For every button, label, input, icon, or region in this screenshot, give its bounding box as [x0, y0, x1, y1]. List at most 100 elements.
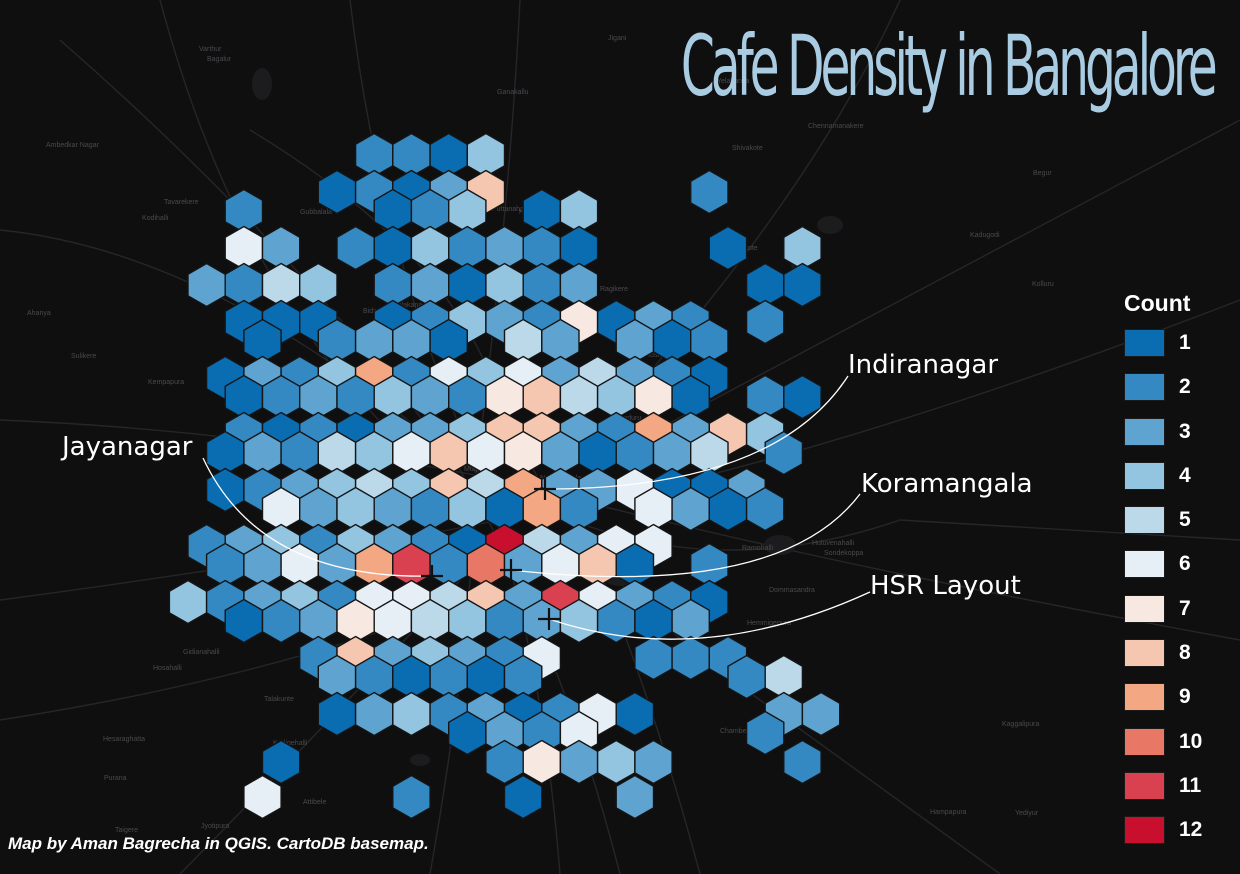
label-indiranagar: Indiranagar: [848, 350, 998, 380]
hex-cell: [392, 774, 431, 820]
basemap-place-label: Hampapura: [930, 809, 967, 816]
hex-cell: [690, 169, 729, 215]
hex-cell: [783, 374, 822, 420]
basemap-place-label: Ahanya: [27, 310, 51, 317]
hex-cell: [708, 225, 748, 271]
basemap-place-label: Kodihalli: [142, 215, 169, 222]
basemap-place-label: Kolluru: [1032, 281, 1054, 288]
leader-koramangala: [510, 493, 861, 578]
legend-swatch: [1124, 506, 1165, 535]
legend-swatch: [1124, 461, 1165, 490]
legend: Count 1 2 3 4 5 6 7 8 9 10 11 12: [1124, 290, 1234, 861]
basemap-place-label: Kodigehalli: [273, 740, 308, 747]
basemap-place-label: Shivakote: [732, 145, 763, 152]
basemap-place-label: Sulikere: [71, 353, 96, 360]
map-title: Cafe Density in Bangalore: [681, 17, 1218, 115]
legend-swatch: [1124, 417, 1165, 446]
basemap-place-label: Bagalur: [207, 56, 232, 63]
legend-item: 10: [1124, 727, 1234, 772]
legend-label: 5: [1179, 508, 1191, 532]
hex-cell: [783, 262, 822, 308]
basemap-place-label: Ragikere: [600, 286, 628, 293]
basemap-place-label: Chambenahalli: [720, 728, 767, 735]
legend-item: 11: [1124, 771, 1234, 816]
label-hsr: HSR Layout: [870, 571, 1021, 601]
legend-label: 7: [1179, 596, 1191, 620]
basemap-place-label: Purana: [104, 775, 127, 782]
basemap-place-label: Hemmigepura: [747, 620, 791, 627]
legend-label: 3: [1179, 419, 1191, 443]
legend-swatch: [1124, 550, 1165, 579]
hex-cell: [261, 739, 301, 785]
basemap-lakes: [252, 68, 843, 766]
basemap-place-label: Begur: [1033, 170, 1052, 177]
hex-cell: [503, 774, 543, 820]
basemap-place-label: Dommasandra: [769, 587, 815, 594]
marker-koramangala: [500, 559, 522, 581]
legend-label: 11: [1179, 773, 1202, 797]
basemap-place-label: Taigere: [115, 827, 138, 834]
basemap-place-label: Varthur: [199, 46, 222, 53]
basemap-place-label: Gubbalala: [300, 209, 332, 216]
legend-label: 10: [1179, 729, 1203, 753]
basemap-place-label: Attibele: [303, 799, 326, 806]
hex-cell: [615, 691, 655, 737]
legend-item: 1: [1124, 329, 1234, 373]
legend-label: 9: [1179, 685, 1191, 709]
legend-item: 7: [1124, 594, 1234, 639]
basemap-place-label: Ramohalli: [742, 545, 774, 552]
hex-cell: [745, 299, 785, 345]
leader-hsr: [548, 591, 871, 640]
basemap-place-label: Gidianahalli: [183, 649, 220, 656]
legend-items: 1 2 3 4 5 6 7 8 9 10 11 12: [1124, 329, 1234, 861]
annotation-leaders: [202, 375, 871, 640]
basemap-place-label: Yelahanka: [717, 78, 750, 85]
legend-label: 2: [1179, 375, 1191, 399]
basemap-place-label: Sondekoppa: [824, 550, 863, 557]
basemap-place-label: Chennamanakere: [808, 123, 864, 130]
legend-swatch: [1124, 683, 1165, 712]
basemap-place-label: Kaggalipura: [1002, 721, 1039, 728]
basemap-place-label: Yediyur: [1015, 810, 1039, 817]
hex-cell: [634, 739, 673, 785]
hex-grid: [168, 132, 841, 820]
marker-indiranagar: [534, 478, 556, 500]
basemap-place-label: Jigani: [608, 35, 627, 42]
legend-label: 1: [1179, 331, 1191, 354]
annotation-markers: [421, 478, 560, 630]
legend-item: 3: [1124, 417, 1234, 462]
legend-item: 2: [1124, 373, 1234, 417]
basemap-place-label: Balakana: [393, 302, 422, 309]
legend-label: 12: [1179, 818, 1203, 842]
hex-cell: [745, 710, 785, 756]
hex-cell: [745, 486, 785, 532]
leader-indiranagar: [544, 375, 849, 490]
hex-cell: [243, 774, 282, 820]
basemap-place-label: Tavarekere: [164, 199, 199, 206]
basemap-place-label: Ambedkar Nagar: [46, 142, 100, 149]
basemap-place-label: Hesaraghatta: [103, 736, 145, 743]
hex-cell: [801, 691, 841, 737]
legend-swatch: [1124, 329, 1165, 357]
legend-swatch: [1124, 373, 1165, 402]
basemap-place-label: Hosahalli: [153, 665, 182, 672]
legend-label: 4: [1179, 463, 1191, 487]
basemap-place-label: Talakunte: [264, 696, 294, 703]
annotation-labels: Indiranagar Jayanagar Koramangala HSR La…: [60, 350, 1033, 601]
basemap-place-label: Huluvenahalli: [812, 540, 854, 547]
marker-jayanagar: [421, 565, 443, 587]
legend-item: 5: [1124, 506, 1234, 550]
hex-cell: [615, 774, 655, 820]
legend-swatch: [1124, 639, 1165, 668]
legend-swatch: [1124, 771, 1165, 800]
legend-item: 9: [1124, 683, 1234, 727]
legend-label: 8: [1179, 641, 1191, 665]
legend-item: 6: [1124, 550, 1234, 594]
basemap-place-label: Ganakallu: [497, 89, 529, 96]
marker-hsr: [538, 608, 560, 630]
legend-swatch: [1124, 594, 1165, 623]
label-jayanagar: Jayanagar: [60, 432, 193, 462]
legend-item: 8: [1124, 639, 1234, 683]
basemap-place-label: Jyotipura: [201, 823, 230, 830]
